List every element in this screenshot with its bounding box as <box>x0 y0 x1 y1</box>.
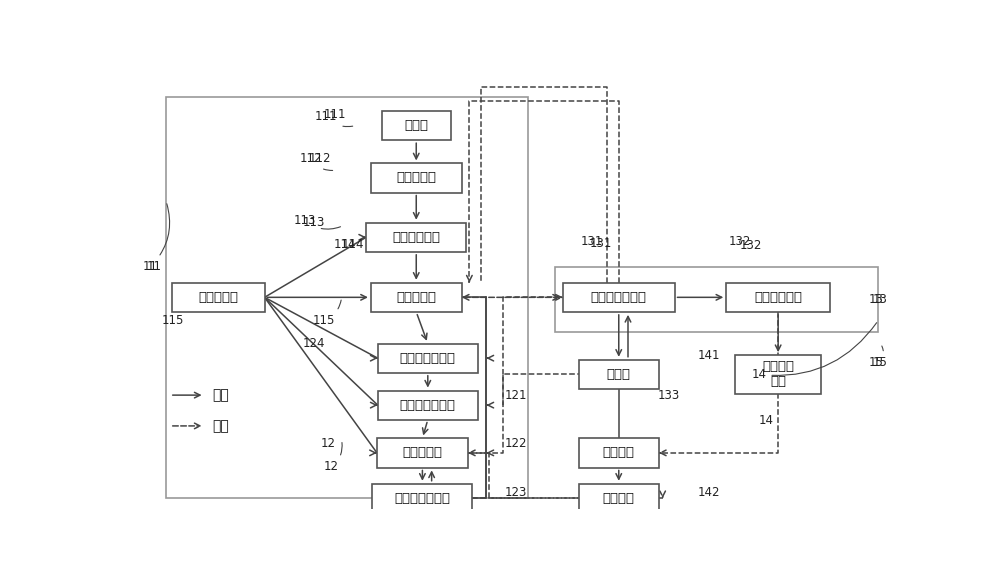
Bar <box>579 438 659 467</box>
Bar <box>371 283 462 312</box>
Text: 112: 112 <box>300 152 333 170</box>
Text: 热解料进料机构: 热解料进料机构 <box>400 399 456 412</box>
Text: 114: 114 <box>333 239 356 252</box>
Text: 12: 12 <box>320 437 335 450</box>
Text: 冷凝收砷装置: 冷凝收砷装置 <box>754 291 802 304</box>
Bar <box>735 355 821 394</box>
Text: 122: 122 <box>505 437 527 450</box>
Text: 尾气净化
系统: 尾气净化 系统 <box>762 360 794 388</box>
Text: 113: 113 <box>303 216 325 229</box>
Bar <box>172 283 265 312</box>
Bar <box>377 438 468 467</box>
Text: 142: 142 <box>697 486 720 499</box>
Text: 132: 132 <box>740 239 762 252</box>
Bar <box>371 164 462 193</box>
Text: 113: 113 <box>293 214 341 229</box>
Bar <box>378 344 478 373</box>
Text: 111: 111 <box>315 110 353 126</box>
Bar <box>382 111 451 140</box>
Text: 131: 131 <box>590 237 612 250</box>
Bar <box>378 391 478 420</box>
Text: 15: 15 <box>869 356 884 370</box>
Text: 13: 13 <box>869 293 884 306</box>
Bar <box>563 283 675 312</box>
Text: 132: 132 <box>728 235 751 248</box>
Text: 121: 121 <box>505 388 527 402</box>
Text: 燃烧机构: 燃烧机构 <box>603 492 635 505</box>
Text: 烟气母管: 烟气母管 <box>603 446 635 459</box>
Text: 13: 13 <box>873 293 888 306</box>
Text: 11: 11 <box>143 204 170 273</box>
Text: 原料进料机构: 原料进料机构 <box>392 231 440 244</box>
Bar <box>726 283 830 312</box>
Text: 14: 14 <box>751 323 877 381</box>
Text: 气态: 气态 <box>212 419 229 433</box>
Text: 111: 111 <box>324 108 346 121</box>
Text: 低温热解炉: 低温热解炉 <box>396 291 436 304</box>
Text: 添加剂进料机构: 添加剂进料机构 <box>400 352 456 365</box>
Text: 141: 141 <box>697 348 720 362</box>
Text: 12: 12 <box>324 443 342 473</box>
Text: 固态: 固态 <box>212 388 229 402</box>
Bar <box>579 360 659 389</box>
Text: 115: 115 <box>161 314 184 327</box>
Text: 热解料出料机构: 热解料出料机构 <box>394 492 450 505</box>
Text: 高温热解炉: 高温热解炉 <box>402 446 442 459</box>
Text: 114: 114 <box>342 239 364 252</box>
Text: 115: 115 <box>313 300 341 327</box>
Text: 14: 14 <box>759 414 774 427</box>
Text: 高温气固分离塔: 高温气固分离塔 <box>591 291 647 304</box>
Text: 112: 112 <box>308 152 331 165</box>
Bar <box>372 484 472 513</box>
Text: 15: 15 <box>873 346 888 370</box>
Bar <box>555 267 878 332</box>
Text: 131: 131 <box>581 235 603 248</box>
Text: 破碎机: 破碎机 <box>404 119 428 132</box>
Bar <box>579 484 659 513</box>
Bar <box>166 97 528 498</box>
Text: 氮气制造机: 氮气制造机 <box>198 291 238 304</box>
Bar <box>366 223 466 252</box>
Text: 133: 133 <box>657 388 680 402</box>
Text: 11: 11 <box>146 260 161 273</box>
Text: 123: 123 <box>505 486 527 499</box>
Text: 124: 124 <box>303 337 326 350</box>
Text: 还原塔: 还原塔 <box>607 368 631 381</box>
Text: 原料混合机: 原料混合机 <box>396 172 436 185</box>
